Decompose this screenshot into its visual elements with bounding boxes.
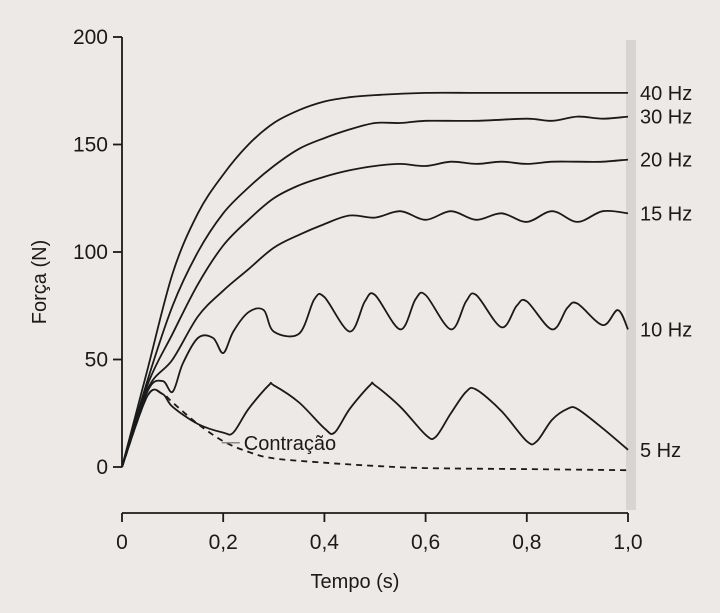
series-line-10-hz <box>121 291 629 468</box>
series-line-15-hz <box>121 209 629 468</box>
series-line-5-hz <box>121 381 629 468</box>
series-line-30-hz <box>121 115 629 468</box>
x-tick-label: 0 <box>116 531 128 554</box>
y-tick-label: 200 <box>73 26 108 49</box>
series-label-30-hz: 30 Hz <box>640 107 692 129</box>
x-tick-label: 0,6 <box>411 531 440 554</box>
series-line-contra-o <box>121 388 629 472</box>
x-tick-label: 0,8 <box>512 531 541 554</box>
x-axis-title: Tempo (s) <box>311 571 400 593</box>
series-line-20-hz <box>121 158 629 468</box>
series-label-40-hz: 40 Hz <box>640 83 692 105</box>
y-tick-label: 100 <box>73 241 108 264</box>
series-line-40-hz <box>121 91 628 468</box>
series-label-5-hz: 5 Hz <box>640 440 681 462</box>
y-tick-label: 150 <box>73 134 108 157</box>
y-tick-label: 0 <box>96 456 108 479</box>
y-axis-title: Força (N) <box>29 240 51 324</box>
x-tick-label: 0,4 <box>310 531 340 554</box>
x-tick-label: 1,0 <box>613 531 642 554</box>
y-tick-label: 50 <box>85 349 108 372</box>
right-margin-band <box>626 40 636 510</box>
series-label-20-hz: 20 Hz <box>640 150 692 172</box>
series-label-10-hz: 10 Hz <box>640 319 692 341</box>
x-tick-label: 0,2 <box>209 531 238 554</box>
annotation-label: Contração <box>244 433 336 455</box>
series-label-15-hz: 15 Hz <box>640 203 692 225</box>
